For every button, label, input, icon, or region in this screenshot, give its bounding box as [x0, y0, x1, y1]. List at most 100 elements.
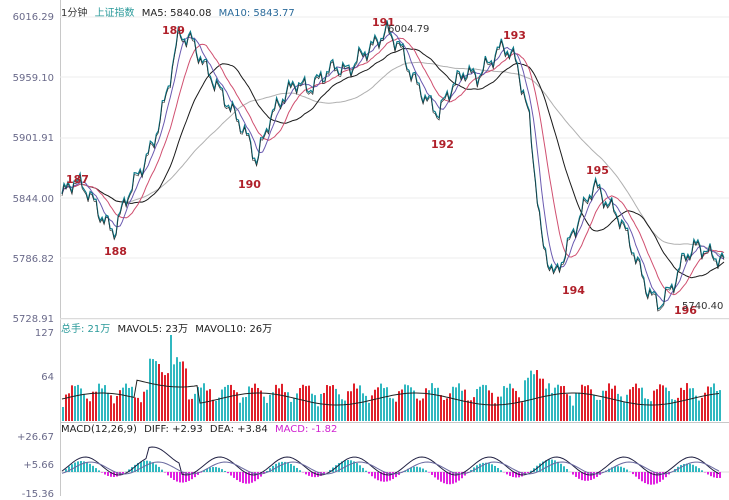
- macd-bar: [431, 472, 433, 475]
- volume-bar: [527, 378, 529, 421]
- volume-bar: [608, 383, 610, 421]
- macd-bar: [221, 469, 223, 472]
- ma-mid-line: [62, 49, 724, 278]
- volume-bar: [200, 388, 202, 421]
- volume-bar: [686, 383, 688, 421]
- macd-bar: [281, 462, 283, 472]
- volume-bar: [275, 385, 277, 421]
- volume-bar: [278, 388, 280, 421]
- volume-bar: [617, 394, 619, 421]
- volume-bar: [713, 383, 715, 421]
- volume-bar: [71, 385, 73, 421]
- volume-bar: [536, 370, 538, 421]
- volume-bar: [296, 393, 298, 421]
- macd-bar: [239, 472, 241, 482]
- macd-bar: [644, 472, 646, 483]
- volume-bar: [503, 386, 505, 421]
- macd-bar: [512, 472, 514, 477]
- wave-label-189: 189: [162, 24, 185, 37]
- volume-bar: [554, 388, 556, 421]
- macd-bar: [296, 468, 298, 472]
- macd-bar: [167, 472, 169, 475]
- volume-bar: [206, 391, 208, 421]
- volume-bar: [113, 403, 115, 421]
- macd-bar: [215, 467, 217, 472]
- macd-bar: [452, 472, 454, 484]
- volume-bar: [563, 386, 565, 421]
- volume-bar: [710, 387, 712, 421]
- volume-bar: [587, 385, 589, 421]
- volume-bar: [116, 396, 118, 421]
- high-annotation: 6004.79: [388, 24, 429, 35]
- macd-bar: [443, 472, 445, 483]
- volume-bar: [266, 403, 268, 421]
- macd-bar: [356, 463, 358, 472]
- volume-bar: [602, 391, 604, 421]
- macd-bar: [551, 460, 553, 472]
- volume-bar: [125, 384, 127, 421]
- volume-bar: [482, 385, 484, 421]
- macd-bar: [572, 472, 574, 475]
- macd-bar: [257, 472, 259, 479]
- wave-label-194: 194: [562, 284, 585, 297]
- macd-bar: [176, 472, 178, 482]
- volume-bar: [272, 392, 274, 421]
- macd-bar: [278, 463, 280, 472]
- volume-bar: [218, 398, 220, 421]
- macd-bar: [350, 460, 352, 472]
- macd-bar: [647, 472, 649, 484]
- volume-bar: [476, 389, 478, 421]
- volume-bar: [518, 397, 520, 421]
- macd-bar: [242, 472, 244, 483]
- macd-bar: [170, 472, 172, 478]
- volume-bar: [128, 388, 130, 421]
- volume-bar: [581, 385, 583, 421]
- volume-bar: [560, 386, 562, 421]
- volume-bar: [485, 385, 487, 421]
- volume-bar: [236, 392, 238, 421]
- volume-bar: [635, 384, 637, 421]
- volume-bar: [530, 371, 532, 421]
- volume-bar: [458, 383, 460, 421]
- volume-bar: [428, 390, 430, 421]
- volume-bar: [80, 388, 82, 421]
- price-shadow-line: [62, 22, 724, 311]
- volume-bar: [455, 387, 457, 421]
- volume-bar: [701, 398, 703, 421]
- volume-bar: [437, 388, 439, 421]
- volume-bar: [155, 361, 157, 421]
- macd-bar: [416, 467, 418, 472]
- volume-bar: [707, 386, 709, 421]
- volume-bar: [344, 401, 346, 421]
- volume-bar: [443, 400, 445, 421]
- macd-bar: [560, 464, 562, 472]
- volume-bar: [416, 399, 418, 421]
- volume-bar: [647, 399, 649, 421]
- macd-bar: [422, 469, 424, 472]
- volume-bar: [233, 390, 235, 421]
- volume-bar: [77, 385, 79, 421]
- volume-bar: [146, 390, 148, 421]
- macd-bar: [434, 472, 436, 477]
- volume-bar: [347, 391, 349, 421]
- volume-bar: [572, 406, 574, 421]
- volume-bar: [305, 386, 307, 421]
- volume-bar: [122, 388, 124, 421]
- volume-bar: [182, 361, 184, 421]
- macd-bar: [377, 472, 379, 480]
- volume-bar: [398, 391, 400, 421]
- volume-bar: [350, 391, 352, 421]
- macd-bar: [701, 470, 703, 472]
- volume-bar: [299, 388, 301, 421]
- macd-bar: [374, 472, 376, 478]
- volume-bar: [317, 406, 319, 421]
- macd-bar: [362, 468, 364, 472]
- macd-bar: [458, 472, 460, 481]
- volume-bar: [575, 393, 577, 421]
- volume-bar: [545, 389, 547, 421]
- macd-bar: [710, 472, 712, 476]
- macd-bar: [251, 472, 253, 483]
- volume-bar: [719, 390, 721, 421]
- volume-bar: [362, 393, 364, 421]
- macd-bar: [101, 472, 103, 473]
